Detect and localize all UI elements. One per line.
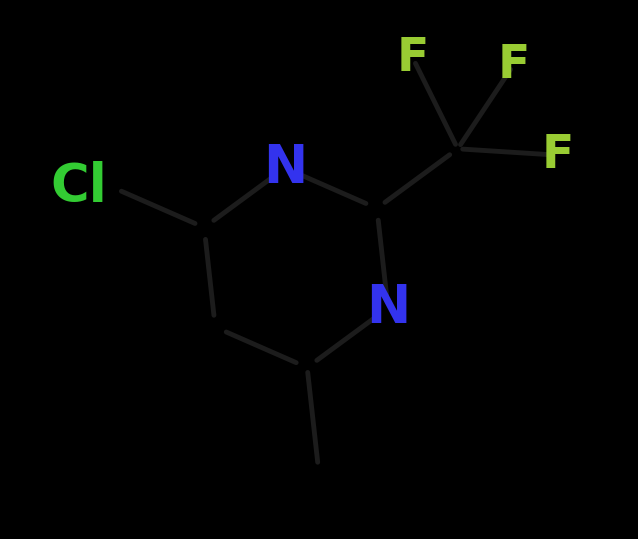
Text: F: F [397, 36, 429, 81]
Text: F: F [497, 43, 530, 88]
Text: N: N [263, 142, 307, 194]
Text: N: N [366, 282, 410, 334]
Text: F: F [542, 133, 574, 178]
Text: Cl: Cl [50, 161, 107, 213]
